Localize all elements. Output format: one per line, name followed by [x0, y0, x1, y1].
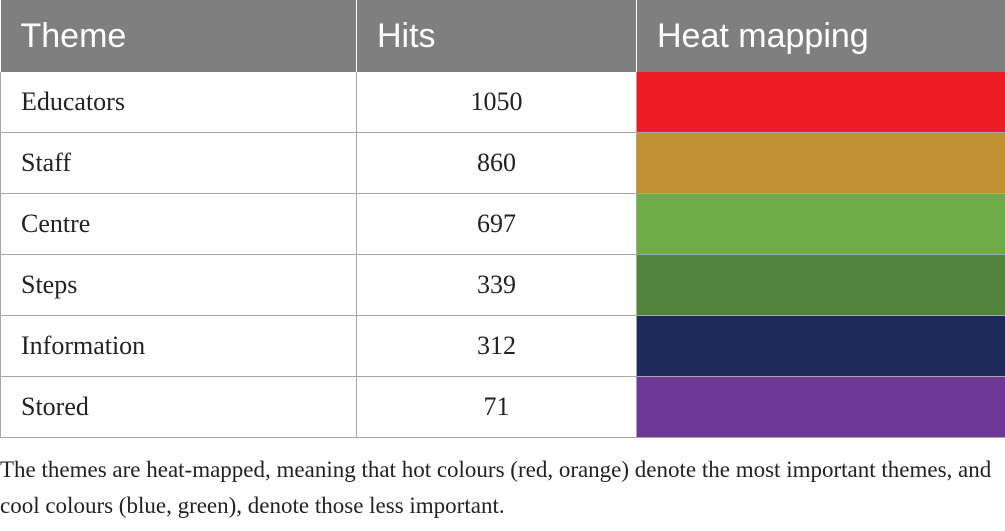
theme-cell: Educators	[0, 72, 357, 133]
table-header-row: Theme Hits Heat mapping	[0, 0, 1005, 72]
table-row: Educators 1050	[0, 72, 1005, 133]
hits-cell: 860	[356, 132, 637, 194]
heat-swatch	[637, 255, 1005, 315]
table-row: Steps 339	[0, 254, 1005, 316]
hits-cell: 71	[356, 376, 637, 438]
table-row: Information 312	[0, 315, 1005, 377]
hits-cell: 1050	[356, 72, 637, 133]
table-row: Centre 697	[0, 193, 1005, 255]
table-row: Stored 71	[0, 376, 1005, 438]
heat-swatch	[637, 194, 1005, 254]
heat-swatch	[637, 133, 1005, 193]
theme-cell: Steps	[0, 254, 357, 316]
hits-cell: 339	[356, 254, 637, 316]
heat-swatch	[637, 377, 1005, 437]
theme-heatmap-table: Theme Hits Heat mapping Educators 1050 S…	[0, 0, 1005, 438]
hits-cell: 697	[356, 193, 637, 255]
table-footnote: The themes are heat-mapped, meaning that…	[0, 457, 992, 518]
heat-color-cell	[636, 193, 1005, 255]
theme-cell: Staff	[0, 132, 357, 194]
theme-cell: Information	[0, 315, 357, 377]
hits-cell: 312	[356, 315, 637, 377]
heat-color-cell	[636, 132, 1005, 194]
heat-color-cell	[636, 72, 1005, 133]
heat-color-cell	[636, 376, 1005, 438]
theme-cell: Stored	[0, 376, 357, 438]
table-row: Staff 860	[0, 132, 1005, 194]
heat-color-cell	[636, 315, 1005, 377]
header-hits: Hits	[356, 0, 637, 72]
heat-color-cell	[636, 254, 1005, 316]
theme-cell: Centre	[0, 193, 357, 255]
heat-swatch	[637, 316, 1005, 376]
header-heat-mapping: Heat mapping	[636, 0, 1005, 72]
header-theme: Theme	[0, 0, 357, 72]
heat-swatch	[637, 72, 1005, 132]
